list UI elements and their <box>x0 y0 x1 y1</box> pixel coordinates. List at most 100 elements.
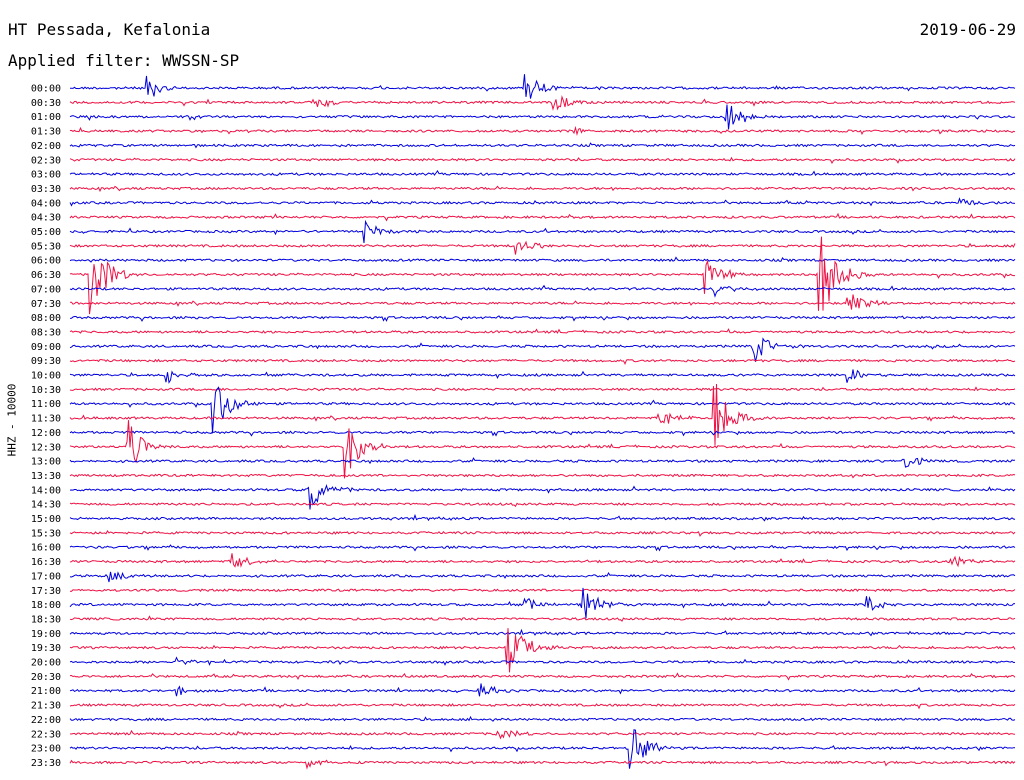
time-tick-label: 04:30 <box>31 213 61 224</box>
time-tick-label: 18:00 <box>31 600 61 611</box>
seismogram-trace <box>69 672 1016 681</box>
trace-row-0500: 05:00 <box>31 219 1016 244</box>
seismogram-trace <box>70 74 1016 99</box>
trace-row-0700: 07:00 <box>31 284 1016 298</box>
trace-row-1800: 18:00 <box>31 587 1016 619</box>
seismogram-trace <box>69 185 1016 193</box>
trace-row-0300: 03:00 <box>31 169 1016 181</box>
seismogram-trace <box>69 715 1016 722</box>
seismogram-trace <box>69 256 1016 263</box>
trace-row-0930: 09:30 <box>31 356 1016 367</box>
trace-row-1400: 14:00 <box>31 483 1016 510</box>
seismogram-trace <box>69 483 1016 510</box>
time-tick-label: 18:30 <box>31 614 61 625</box>
trace-row-0800: 08:00 <box>31 313 1016 324</box>
trace-row-0600: 06:00 <box>31 256 1016 267</box>
trace-row-2030: 20:30 <box>31 672 1016 683</box>
seismogram-trace <box>69 529 1016 537</box>
trace-row-0130: 01:30 <box>31 125 1016 138</box>
trace-row-0200: 02:00 <box>31 141 1016 152</box>
time-tick-label: 20:00 <box>31 658 61 669</box>
time-tick-label: 02:30 <box>31 155 61 166</box>
trace-row-2100: 21:00 <box>31 683 1016 697</box>
trace-row-2000: 20:00 <box>31 656 1016 669</box>
trace-row-1100: 11:00 <box>31 386 1016 434</box>
seismogram-trace <box>69 104 1016 130</box>
time-tick-label: 08:30 <box>31 327 61 338</box>
time-tick-label: 00:00 <box>31 84 61 95</box>
seismogram-trace <box>69 544 1016 552</box>
seismogram-trace <box>69 156 1016 165</box>
time-tick-label: 08:00 <box>31 313 61 324</box>
seismogram-trace <box>69 628 1016 637</box>
time-tick-label: 10:30 <box>31 385 61 396</box>
seismogram-trace <box>69 169 1016 177</box>
trace-row-1330: 13:30 <box>31 471 1016 482</box>
time-tick-label: 11:00 <box>31 399 61 410</box>
time-tick-label: 12:30 <box>31 442 61 453</box>
seismogram-trace <box>69 212 1016 222</box>
time-tick-label: 11:30 <box>31 414 61 425</box>
trace-row-2200: 22:00 <box>31 715 1016 726</box>
seismogram-trace <box>69 240 1016 255</box>
seismogram-trace <box>69 513 1016 522</box>
time-tick-label: 13:30 <box>31 471 61 482</box>
seismogram-trace <box>69 386 1016 392</box>
time-tick-label: 07:30 <box>31 299 61 310</box>
time-tick-label: 15:30 <box>31 528 61 539</box>
time-tick-label: 21:30 <box>31 701 61 712</box>
trace-row-0830: 08:30 <box>31 327 1016 338</box>
seismogram-trace <box>69 125 1016 137</box>
seismogram-trace <box>69 473 1016 479</box>
trace-row-0900: 09:00 <box>31 337 1016 362</box>
filter-label: Applied filter: WWSSN-SP <box>8 51 240 70</box>
seismogram-trace <box>69 553 1016 568</box>
seismogram-trace <box>69 358 1016 366</box>
trace-row-2330: 23:30 <box>31 758 1016 770</box>
trace-row-1200: 12:00 <box>31 428 1016 439</box>
time-tick-label: 09:30 <box>31 356 61 367</box>
seismogram-trace <box>69 337 1016 362</box>
seismogram-trace <box>69 236 1015 315</box>
seismogram-trace <box>69 219 1016 244</box>
time-tick-label: 19:30 <box>31 643 61 654</box>
seismogram-trace <box>69 420 1016 479</box>
trace-row-0730: 07:30 <box>31 294 1016 310</box>
trace-row-0430: 04:30 <box>31 212 1016 224</box>
time-tick-label: 12:00 <box>31 428 61 439</box>
time-tick-label: 02:00 <box>31 141 61 152</box>
seismogram-trace <box>69 430 1016 437</box>
trace-row-2300: 23:00 <box>31 729 1015 769</box>
time-tick-label: 20:30 <box>31 672 61 683</box>
time-tick-label: 01:00 <box>31 112 61 123</box>
time-tick-label: 13:00 <box>31 457 61 468</box>
time-tick-label: 14:30 <box>31 500 61 511</box>
trace-row-0530: 05:30 <box>31 240 1016 255</box>
time-tick-label: 03:30 <box>31 184 61 195</box>
seismogram-trace <box>69 383 1016 446</box>
seismogram-trace <box>69 615 1016 622</box>
trace-row-0400: 04:00 <box>31 197 1016 209</box>
time-tick-label: 15:00 <box>31 514 61 525</box>
time-tick-label: 05:30 <box>31 241 61 252</box>
time-tick-label: 07:00 <box>31 284 61 295</box>
seismogram-trace <box>69 729 1015 769</box>
time-tick-label: 14:00 <box>31 485 61 496</box>
trace-row-1030: 10:30 <box>31 385 1016 396</box>
seismogram-trace <box>69 571 1016 583</box>
time-tick-label: 23:30 <box>31 758 61 769</box>
time-tick-label: 06:00 <box>31 256 61 267</box>
seismogram-trace <box>69 683 1016 697</box>
time-tick-label: 21:00 <box>31 686 61 697</box>
seismogram-trace <box>69 588 1016 593</box>
time-tick-label: 09:00 <box>31 342 61 353</box>
trace-row-1830: 18:30 <box>31 614 1016 625</box>
time-tick-label: 17:30 <box>31 586 61 597</box>
time-tick-label: 19:00 <box>31 629 61 640</box>
seismogram-trace <box>69 759 1016 770</box>
trace-row-1730: 17:30 <box>31 586 1016 597</box>
seismogram-trace <box>69 702 1016 710</box>
station-title: HT Pessada, Kefalonia <box>8 20 211 39</box>
trace-row-1000: 10:00 <box>31 369 1016 384</box>
seismogram-trace <box>69 328 1016 334</box>
